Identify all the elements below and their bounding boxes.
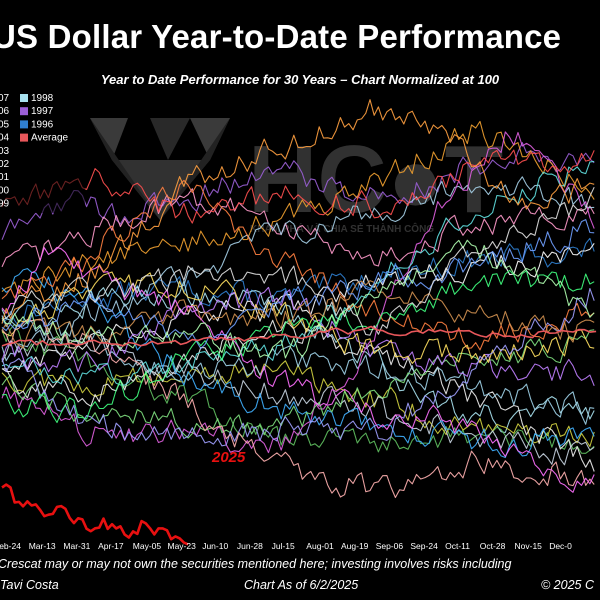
legend-label-2005: 05 [0, 119, 10, 130]
x-tick-label: Nov-15 [515, 541, 543, 551]
x-tick-label: Sep-24 [410, 541, 438, 551]
x-tick-label: Dec-0 [549, 541, 572, 551]
legend-label-2006: 06 [0, 106, 10, 117]
series-line-2000 [1, 120, 595, 295]
series-line-2021 [1, 219, 595, 350]
annotation-2025: 2025 [211, 449, 246, 466]
chart-date: Chart As of 6/2/2025 [244, 578, 359, 592]
series-line-2022 [1, 99, 595, 324]
series-line-2015 [1, 149, 595, 224]
series-line-1997 [1, 142, 595, 241]
legend-label-2007: 07 [0, 93, 10, 104]
x-tick-label: Mar-13 [29, 541, 56, 551]
series-line-2019 [1, 280, 595, 349]
series-line-2012 [1, 286, 595, 387]
x-tick-label: Apr-17 [98, 541, 124, 551]
legend-label-2001: 01 [0, 172, 10, 183]
legend-label-2000: 00 [0, 185, 10, 196]
legend-label-1999: 99 [0, 199, 10, 210]
x-tick-label: Aug-19 [341, 541, 369, 551]
legend-label-average: Average [31, 133, 69, 144]
legend-label-2003: 03 [0, 146, 10, 157]
x-tick-label: Sep-06 [376, 541, 404, 551]
disclaimer: Crescat may or may not own the securitie… [0, 557, 512, 571]
x-tick-label: Oct-28 [480, 541, 506, 551]
x-tick-label: Jun-28 [237, 541, 263, 551]
x-tick-label: May-23 [168, 541, 197, 551]
x-tick-label: May-05 [133, 541, 162, 551]
legend-background [0, 89, 85, 213]
series-line-2017 [1, 318, 595, 499]
series-line-2004 [1, 319, 595, 472]
x-tick-label: Jul-15 [272, 541, 295, 551]
series-line-2018 [1, 269, 595, 424]
watermark: HC●T KHÁM PHÁ VÀ CHIA SẺ THÀNH CÔNG [90, 118, 503, 235]
legend-swatch-1997 [20, 107, 28, 116]
series-line-2020 [1, 246, 595, 493]
x-tick-label: Mar-31 [63, 541, 90, 551]
legend-label-1996: 1996 [31, 119, 54, 130]
series-line-2005 [1, 176, 595, 362]
series-line-2025 [1, 483, 189, 546]
source-credit: rg; Tavi Costa [0, 578, 59, 592]
x-tick-label: Jun-10 [202, 541, 228, 551]
chart-title: US Dollar Year-to-Date Performance [0, 18, 562, 55]
series-layer [1, 99, 597, 546]
series-line-2013 [1, 271, 595, 364]
series-line-1996 [1, 237, 595, 327]
x-axis: Feb-24 Mar-13 Mar-31 Apr-17 May-05 May-23 Jun-… [0, 541, 572, 551]
legend-label-2004: 04 [0, 133, 10, 144]
series-line-2010 [1, 179, 595, 351]
x-tick-label: Feb-24 [0, 541, 21, 551]
series-line-2001 [1, 188, 595, 268]
chart-subtitle: Year to Date Performance for 30 Years – … [100, 72, 500, 87]
legend-label-1998: 1998 [31, 93, 54, 104]
series-line-2014 [1, 160, 595, 386]
series-line-1998 [1, 280, 595, 434]
series-line-2008 [1, 131, 595, 454]
series-line-2023 [1, 239, 595, 359]
series-line-2024 [1, 186, 595, 336]
series-line-2016 [1, 287, 595, 447]
series-line-2009 [1, 268, 595, 459]
legend-swatch-1996 [20, 120, 28, 129]
legend-swatch-average [20, 133, 28, 142]
legend: 07 06 05 04 03 02 01 00 99 1998 1997 1996 Average [0, 89, 85, 213]
copyright: © 2025 C [541, 578, 594, 592]
watermark-logo: HC●T [248, 126, 503, 233]
series-line-average [1, 325, 597, 347]
legend-swatch-1998 [20, 94, 28, 102]
x-tick-label: Aug-01 [306, 541, 334, 551]
x-tick-label: Oct-11 [445, 541, 470, 551]
legend-label-2002: 02 [0, 159, 10, 170]
legend-label-1997: 1997 [31, 106, 54, 117]
